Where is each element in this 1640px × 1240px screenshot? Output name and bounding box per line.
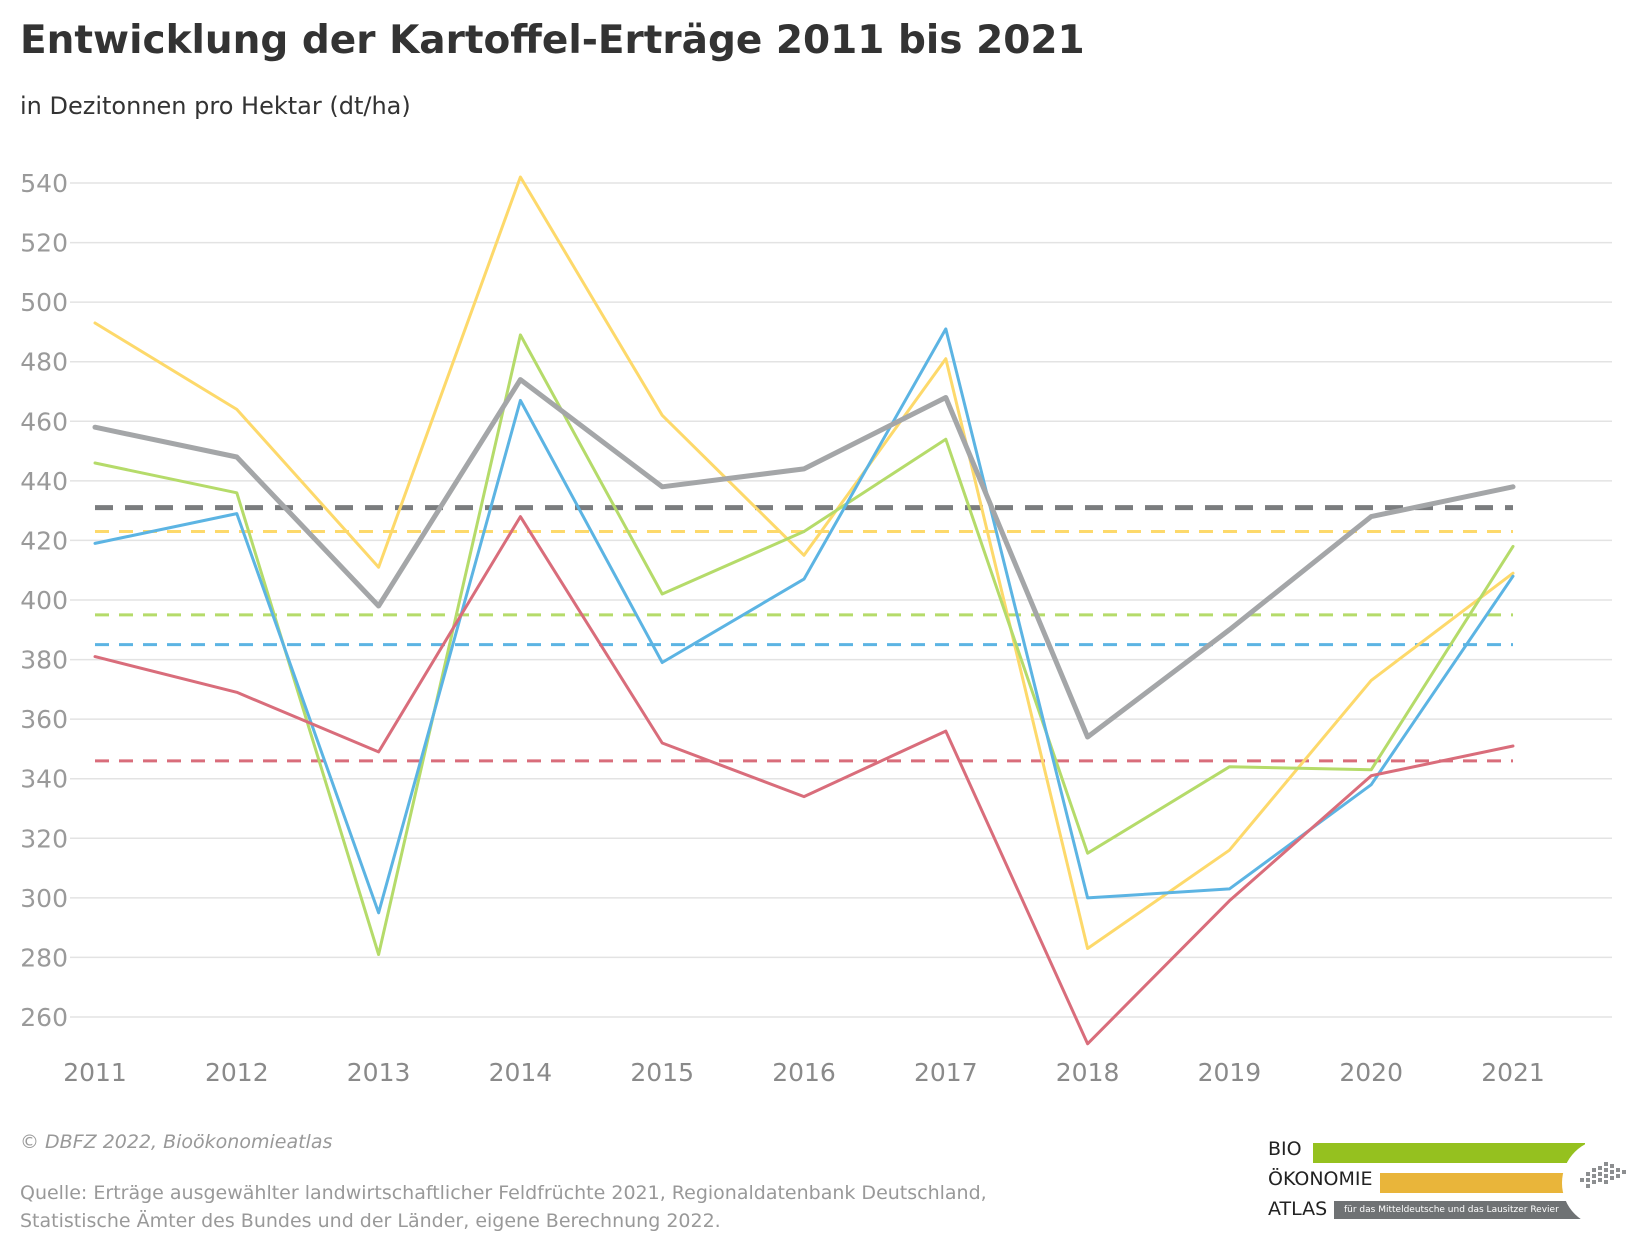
chart-title: Entwicklung der Kartoffel-Erträge 2011 b… — [20, 18, 1085, 63]
logo-tagline: für das Mitteldeutsche und das Lausitzer… — [1344, 1205, 1559, 1215]
line-chart: 260 280 300 320 340 360 380 400 420 440 460 480 500 5… — [20, 169, 1612, 1087]
grid-lines — [70, 182, 1612, 1018]
x-tick-label-2016: 2016 — [772, 1058, 836, 1087]
x-tick-label-2017: 2017 — [914, 1058, 978, 1087]
bioeconomy-atlas-logo: BIO ÖKONOMIE ATLAS für das Mitteldeutsch… — [1268, 1138, 1628, 1230]
logo-yellow-bar — [1380, 1173, 1585, 1193]
x-tick-label-2018: 2018 — [1056, 1058, 1120, 1087]
logo-grey-bar — [1334, 1201, 1585, 1219]
source-note: Quelle: Erträge ausgewählter landwirtsch… — [20, 1179, 1220, 1235]
series-line-4 — [93, 515, 1515, 1046]
x-tick-label-2013: 2013 — [347, 1058, 411, 1087]
x-tick-label-2012: 2012 — [205, 1058, 269, 1087]
y-axis-tick-labels: 260 280 300 320 340 360 380 400 420 440 460 480 500 5… — [20, 169, 68, 1032]
logo-map-icon — [1562, 1139, 1628, 1227]
logo-word-oekonomie: ÖKONOMIE — [1268, 1168, 1373, 1190]
x-tick-label-2015: 2015 — [630, 1058, 694, 1087]
y-tick-label-380: 380 — [20, 646, 68, 675]
series-line-1 — [93, 175, 1515, 950]
y-tick-label-400: 400 — [20, 586, 68, 615]
series-line-2 — [93, 333, 1515, 956]
y-tick-label-440: 440 — [20, 467, 68, 496]
series-line-3 — [93, 327, 1515, 915]
logo-green-bar — [1313, 1143, 1585, 1163]
y-tick-label-460: 460 — [20, 407, 68, 436]
logo-word-atlas: ATLAS — [1268, 1198, 1328, 1220]
y-tick-label-480: 480 — [20, 348, 68, 377]
series-lines — [92, 175, 1516, 1046]
x-tick-label-2020: 2020 — [1339, 1058, 1403, 1087]
y-tick-label-540: 540 — [20, 169, 68, 198]
x-tick-label-2011: 2011 — [63, 1058, 127, 1087]
x-axis-tick-labels: 2011 2012 2013 2014 2015 2016 2017 2018 2019 2020… — [63, 1058, 1545, 1087]
y-tick-label-500: 500 — [20, 288, 68, 317]
y-tick-label-320: 320 — [20, 824, 68, 853]
y-tick-label-280: 280 — [20, 943, 68, 972]
y-tick-label-360: 360 — [20, 705, 68, 734]
y-tick-label-420: 420 — [20, 526, 68, 555]
source-line-1: Quelle: Erträge ausgewählter landwirtsch… — [20, 1182, 987, 1204]
series-line-5 — [92, 377, 1516, 740]
x-tick-label-2014: 2014 — [489, 1058, 553, 1087]
x-tick-label-2021: 2021 — [1481, 1058, 1545, 1087]
logo-word-bio: BIO — [1268, 1138, 1302, 1160]
y-tick-label-340: 340 — [20, 765, 68, 794]
y-tick-label-520: 520 — [20, 229, 68, 258]
copyright-note: © DBFZ 2022, Bioökonomieatlas — [20, 1131, 333, 1153]
y-tick-label-260: 260 — [20, 1003, 68, 1032]
source-line-2: Statistische Ämter des Bundes und der Lä… — [20, 1210, 721, 1232]
x-tick-label-2019: 2019 — [1198, 1058, 1262, 1087]
chart-subtitle: in Dezitonnen pro Hektar (dt/ha) — [20, 92, 411, 120]
y-tick-label-300: 300 — [20, 884, 68, 913]
